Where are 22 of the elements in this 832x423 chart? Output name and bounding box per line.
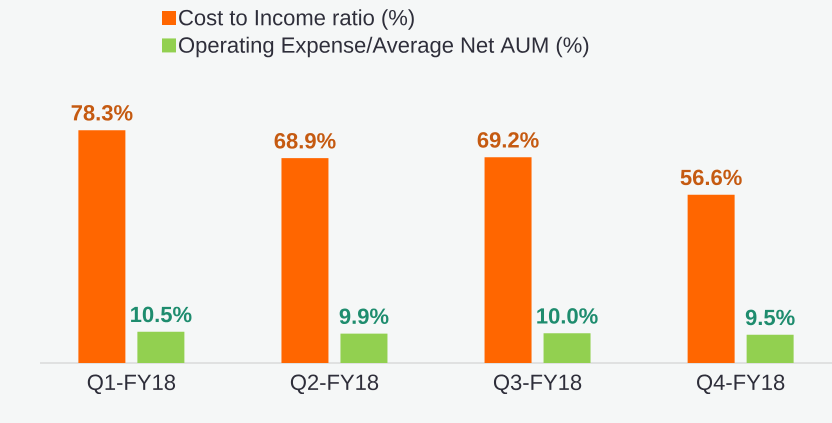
x-tick-label: Q3-FY18: [494, 374, 582, 394]
bar: [281, 158, 328, 363]
legend-label: Cost to Income ratio (%): [179, 9, 414, 30]
x-tick-label: Q4-FY18: [697, 374, 784, 394]
x-tick-label: Q2-FY18: [290, 374, 378, 394]
data-label: 68.9%: [274, 133, 336, 149]
legend-label: Operating Expense/Average Net AUM (%): [179, 36, 588, 58]
data-label: 9.9%: [340, 308, 388, 324]
bar: [137, 332, 184, 363]
bar: [340, 334, 388, 363]
bar: [78, 130, 126, 363]
bar: [746, 334, 794, 363]
data-label: 69.2%: [478, 132, 539, 148]
bar: [484, 157, 532, 363]
x-tick-label: Q1-FY18: [88, 374, 176, 394]
bar: [688, 194, 735, 363]
data-label: 10.5%: [131, 306, 192, 322]
data-label: 56.6%: [680, 170, 742, 186]
data-label: 10.0%: [537, 308, 598, 324]
data-label: 78.3%: [72, 105, 132, 121]
data-label: 9.5%: [746, 310, 795, 326]
bar: [544, 333, 591, 363]
